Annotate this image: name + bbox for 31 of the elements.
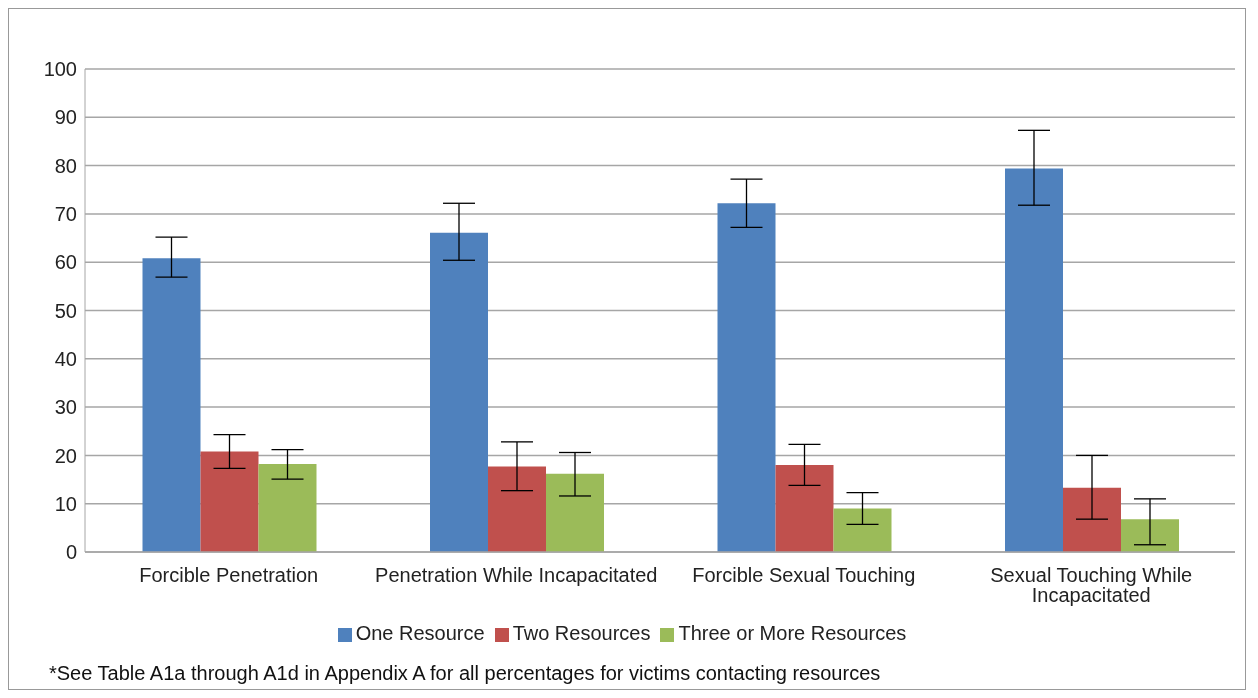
y-tick-label: 20 [54,444,77,467]
bar [142,258,201,552]
bar [488,466,546,552]
legend-label: Three or More Resources [678,622,907,644]
y-tick-label: 100 [43,58,77,81]
y-tick-label: 10 [54,492,77,515]
bar [1063,487,1121,552]
bar [1121,519,1179,552]
bar [717,203,776,552]
bar [833,508,892,552]
y-tick-label: 70 [54,203,77,225]
bar [430,232,488,552]
y-tick-label: 0 [65,541,77,564]
x-tick-label: Sexual Touching While Incapacitated [990,564,1193,607]
bar [775,465,834,552]
x-tick-label: Forcible Penetration [139,564,319,587]
bar [200,451,259,552]
y-tick-label: 90 [54,106,77,129]
y-tick-label: 40 [54,347,77,370]
x-tick-label: Forcible Sexual Touching [692,564,916,587]
bar [1005,168,1063,552]
x-tick-label: Penetration While Incapacitated [375,564,658,587]
text: *See Table A1a through A1d in Appendix A for all percentages for victims contacting resources [49,662,881,685]
y-tick-label: 60 [54,251,77,274]
legend-label: Two Resources [512,622,651,644]
y-tick-label: 30 [54,396,77,419]
legend-label: One Resource [355,622,485,644]
bar [258,464,317,552]
y-tick-label: 80 [54,154,77,177]
y-tick-label: 50 [54,299,77,322]
bar [546,473,604,552]
